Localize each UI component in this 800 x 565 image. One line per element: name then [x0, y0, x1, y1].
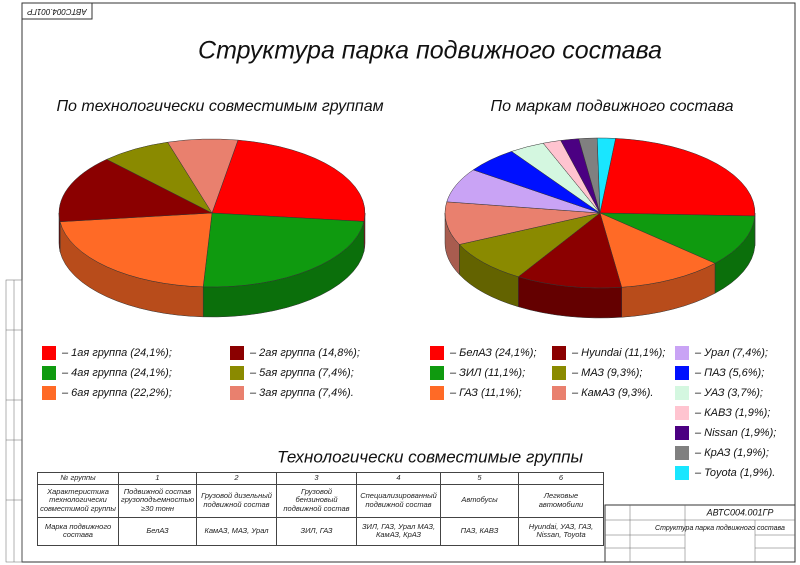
- slice: [599, 138, 756, 217]
- legend-label: – КрАЗ (1,9%);: [694, 447, 769, 459]
- table-cell: 5: [440, 472, 519, 485]
- side-strip: [5, 279, 23, 563]
- slice: [202, 212, 365, 288]
- table-cell: Специализированный подвижной состав: [356, 483, 441, 518]
- legend-swatch: [42, 366, 56, 380]
- groups-table: № группы 1 2 3 4 5 6 Характеристика технологиче…: [37, 472, 604, 546]
- legend-label: – Hyundai (11,1%);: [571, 347, 665, 359]
- table-cell: ЗИЛ, ГАЗ: [276, 516, 357, 546]
- table-cell: ЗИЛ, ГАЗ, Урал МАЗ, КамАЗ, КрАЗ: [356, 516, 441, 546]
- slice: [211, 139, 366, 222]
- table-cell: 1: [118, 472, 197, 485]
- table-cell: 3: [276, 472, 357, 485]
- legend-swatch: [42, 386, 56, 400]
- table-row: Марка подвижного состава БелАЗ КамАЗ, МАЗ,…: [37, 516, 604, 546]
- table-cell: Подвижной состав грузоподъемностью ≥30 т…: [118, 483, 197, 518]
- table-cell: Характеристика технологически совместимо…: [37, 483, 119, 518]
- slice: [167, 138, 239, 214]
- legend-label: – МАЗ (9,3%);: [571, 367, 642, 379]
- slice: [444, 201, 601, 245]
- legend-swatch: [675, 406, 689, 420]
- slice: [599, 212, 716, 288]
- table-cell: БелАЗ: [118, 516, 197, 546]
- legend-label: – 3ая группа (7,4%).: [249, 387, 354, 399]
- legend-label: – ГАЗ (11,1%);: [449, 387, 522, 399]
- table-cell: 6: [518, 472, 604, 485]
- legend-label: – КАВЗ (1,9%);: [694, 407, 770, 419]
- legend-label: – БелАЗ (24,1%);: [449, 347, 537, 359]
- stamp-name: Структура парка подвижного состава: [655, 524, 785, 532]
- legend-label: – Урал (7,4%);: [694, 347, 768, 359]
- code-box: [21, 2, 93, 20]
- table-cell: Автобусы: [440, 483, 519, 518]
- legend-label: – ЗИЛ (11,1%);: [449, 367, 525, 379]
- chart-title: По технологически совместимым группам: [56, 98, 383, 115]
- table-cell: ПАЗ, КАВЗ: [440, 516, 519, 546]
- legend-label: – 2ая группа (14,8%);: [249, 347, 360, 359]
- legend-swatch: [675, 446, 689, 460]
- legend-swatch: [552, 366, 566, 380]
- legend-swatch: [552, 346, 566, 360]
- table-cell: Грузовой бензиновый подвижной состав: [276, 483, 357, 518]
- legend-swatch: [230, 386, 244, 400]
- legend-swatch: [430, 366, 444, 380]
- legend-label: – 4ая группа (24,1%);: [61, 367, 172, 379]
- legend-swatch: [552, 386, 566, 400]
- table-cell: КамАЗ, МАЗ, Урал: [196, 516, 277, 546]
- table-cell: Hyundai, УАЗ, ГАЗ, Nissan, Toyota: [518, 516, 604, 546]
- legend-label: – 6ая группа (22,2%);: [61, 387, 172, 399]
- slice: [599, 212, 756, 264]
- slice: [517, 212, 623, 289]
- legend-label: – УАЗ (3,7%);: [694, 387, 763, 399]
- legend-label: – Toyota (1,9%).: [694, 467, 775, 479]
- legend-swatch: [230, 346, 244, 360]
- legend-swatch: [675, 386, 689, 400]
- sheet-code-mirrored: АВТС004.001ГР: [27, 7, 88, 16]
- table-cell: Марка подвижного состава: [37, 516, 119, 546]
- slice: [458, 212, 601, 278]
- legend-label: – ПАЗ (5,6%);: [694, 367, 764, 379]
- legend-swatch: [675, 466, 689, 480]
- table-row: Характеристика технологически совместимо…: [37, 483, 604, 518]
- table-cell: 4: [356, 472, 441, 485]
- table-cell: Грузовой дизельный подвижной состав: [196, 483, 277, 518]
- legend-swatch: [675, 366, 689, 380]
- sheet-title: Структура парка подвижного состава: [198, 37, 662, 65]
- legend-swatch: [675, 426, 689, 440]
- legend-swatch: [430, 346, 444, 360]
- legend-label: – КамАЗ (9,3%).: [571, 387, 653, 399]
- slice: [596, 137, 616, 214]
- slice: [58, 159, 213, 222]
- legend-swatch: [675, 346, 689, 360]
- table-cell: 2: [196, 472, 277, 485]
- legend-swatch: [230, 366, 244, 380]
- table-row: № группы 1 2 3 4 5 6: [37, 472, 604, 485]
- table-cell: Легковые автомобили: [518, 483, 604, 518]
- stamp-code: АВТС004.001ГР: [706, 507, 774, 517]
- table-cell: № группы: [37, 472, 119, 485]
- legend-label: – 5ая группа (7,4%);: [249, 367, 354, 379]
- legend-swatch: [430, 386, 444, 400]
- slice: [59, 212, 213, 288]
- table-title: Технологически совместимые группы: [277, 447, 583, 466]
- chart-title: По маркам подвижного состава: [491, 98, 734, 115]
- legend-label: – Nissan (1,9%);: [694, 427, 776, 439]
- legend-label: – 1ая группа (24,1%);: [61, 347, 172, 359]
- legend-swatch: [42, 346, 56, 360]
- stamp: [604, 504, 796, 563]
